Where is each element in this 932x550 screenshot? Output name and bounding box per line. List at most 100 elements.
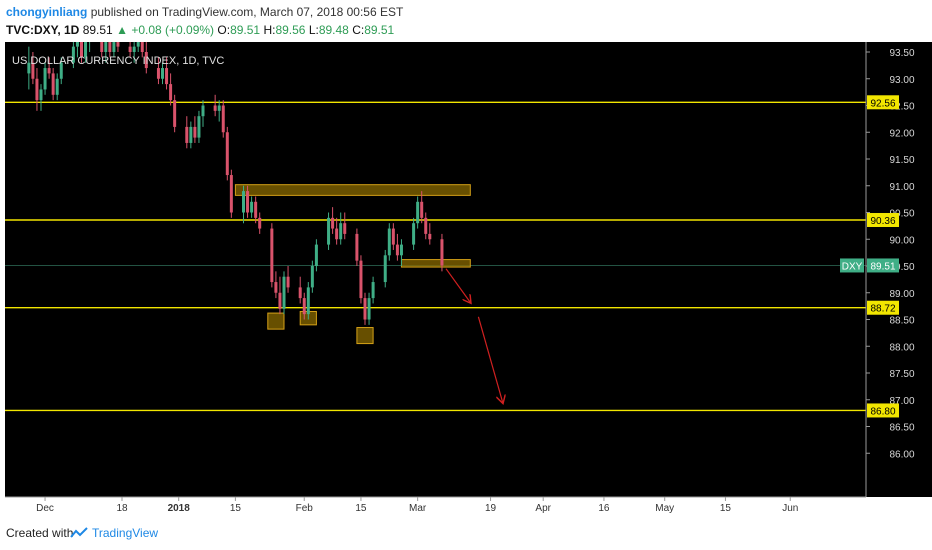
support-zone-box bbox=[234, 184, 471, 196]
candle-body bbox=[173, 100, 177, 127]
time-tick-label: Apr bbox=[535, 503, 551, 514]
candle-body bbox=[185, 126, 189, 143]
candle-body bbox=[84, 42, 88, 58]
candle-body bbox=[43, 68, 47, 90]
candle-body bbox=[31, 62, 35, 79]
candle-body bbox=[47, 68, 51, 74]
close-label: C: bbox=[352, 23, 365, 37]
price-tick-label: 86.50 bbox=[889, 423, 914, 434]
candle-body bbox=[306, 287, 310, 315]
price-tick-label: 86.00 bbox=[889, 449, 914, 460]
candle-body bbox=[80, 42, 83, 58]
price-tick-label: 87.50 bbox=[889, 369, 914, 380]
candle-body bbox=[144, 52, 148, 69]
time-tick-label: Mar bbox=[409, 503, 427, 514]
candle-body bbox=[371, 282, 375, 299]
time-tick-label: 2018 bbox=[168, 503, 191, 514]
candle-body bbox=[335, 228, 339, 240]
candle-body bbox=[387, 228, 391, 256]
footer: Created with TradingView bbox=[0, 514, 932, 550]
candle-body bbox=[116, 42, 120, 47]
close-value: 89.51 bbox=[364, 23, 395, 37]
price-tick-label: 93.50 bbox=[889, 48, 914, 59]
time-tick-label: May bbox=[655, 503, 674, 514]
candle-body bbox=[242, 191, 245, 213]
candle-body bbox=[424, 217, 428, 234]
support-zone-box bbox=[400, 259, 471, 268]
last-price-badge bbox=[867, 258, 899, 273]
candle-body bbox=[278, 292, 282, 309]
candle-body bbox=[39, 89, 43, 101]
candle-body bbox=[363, 298, 367, 320]
publish-line: chongyinliang published on TradingView.c… bbox=[6, 5, 403, 19]
price-tick-label: 92.00 bbox=[889, 128, 914, 139]
time-tick-label: 18 bbox=[116, 503, 128, 514]
candle-body bbox=[193, 126, 197, 138]
candle-body bbox=[302, 298, 306, 315]
quote-line: TVC:DXY, 1D 89.51 ▲ +0.08 (+0.09%) O:89.… bbox=[6, 23, 394, 37]
candle-body bbox=[367, 298, 371, 320]
time-tick-label: 15 bbox=[230, 503, 242, 514]
level-badge-label: 88.72 bbox=[870, 304, 895, 315]
tradingview-brand-link[interactable]: TradingView bbox=[92, 526, 159, 540]
support-zone-box bbox=[356, 327, 374, 345]
candle-body bbox=[136, 42, 140, 47]
time-axis bbox=[0, 497, 932, 514]
candle-body bbox=[274, 282, 278, 293]
projection-arrow bbox=[477, 316, 502, 403]
price-tick-label: 90.50 bbox=[889, 209, 914, 220]
high-label: H: bbox=[263, 23, 276, 37]
candle-body bbox=[229, 175, 233, 213]
level-badge bbox=[867, 95, 899, 110]
price-chart[interactable]: US DOLLAR CURRENCY INDEX, 1D, TVC 86.00 86… bbox=[0, 42, 932, 514]
price-tick-label: 88.00 bbox=[889, 342, 914, 353]
price-tick-label: 93.00 bbox=[889, 75, 914, 86]
candle-body bbox=[161, 68, 164, 79]
candle-body bbox=[314, 244, 318, 266]
level-badge bbox=[867, 403, 899, 418]
publish-header: chongyinliang published on TradingView.c… bbox=[0, 0, 932, 42]
last-price: 89.51 bbox=[82, 23, 113, 37]
open-label: O: bbox=[217, 23, 231, 37]
candle-body bbox=[399, 244, 403, 256]
candle-body bbox=[428, 233, 432, 240]
candle-body bbox=[201, 105, 205, 117]
candle-body bbox=[343, 223, 347, 234]
candle-body bbox=[217, 105, 221, 111]
candle-body bbox=[416, 201, 420, 224]
price-tick-label: 91.50 bbox=[889, 155, 914, 166]
low-label: L: bbox=[308, 23, 319, 37]
candle-body bbox=[108, 42, 112, 52]
time-tick-label: Feb bbox=[296, 503, 314, 514]
level-badge bbox=[867, 212, 899, 227]
price-tick-label: 92.50 bbox=[889, 102, 914, 113]
created-with-text: Created with bbox=[6, 526, 74, 540]
time-tick-label: 15 bbox=[720, 503, 732, 514]
candle-body bbox=[250, 201, 254, 213]
price-tick-label: 91.00 bbox=[889, 182, 914, 193]
level-badge-label: 90.36 bbox=[870, 216, 895, 227]
level-badge-label: 92.56 bbox=[870, 98, 895, 109]
candle-body bbox=[246, 191, 250, 213]
published-text: published on TradingView.com, March 07, … bbox=[90, 5, 404, 19]
price-tick-label: 88.50 bbox=[889, 316, 914, 327]
candle-body bbox=[140, 42, 144, 52]
plot-layer bbox=[5, 42, 866, 412]
time-tick-label: Jun bbox=[782, 503, 798, 514]
candle-body bbox=[75, 42, 79, 47]
author-link[interactable]: chongyinliang bbox=[6, 5, 88, 19]
candle-body bbox=[71, 46, 75, 63]
candle-body bbox=[197, 116, 201, 138]
candle-body bbox=[412, 223, 416, 245]
candle-body bbox=[331, 217, 335, 229]
candle-body bbox=[221, 105, 225, 133]
up-triangle-icon: ▲ bbox=[116, 23, 128, 37]
time-tick-label: 15 bbox=[355, 503, 367, 514]
time-tick-label: 19 bbox=[485, 503, 497, 514]
chart-title: US DOLLAR CURRENCY INDEX, 1D, TVC bbox=[12, 55, 224, 67]
candle-body bbox=[395, 244, 399, 256]
candle-body bbox=[35, 78, 39, 101]
candle-body bbox=[391, 228, 395, 245]
candle-body bbox=[104, 42, 108, 52]
candle-body bbox=[254, 201, 258, 218]
